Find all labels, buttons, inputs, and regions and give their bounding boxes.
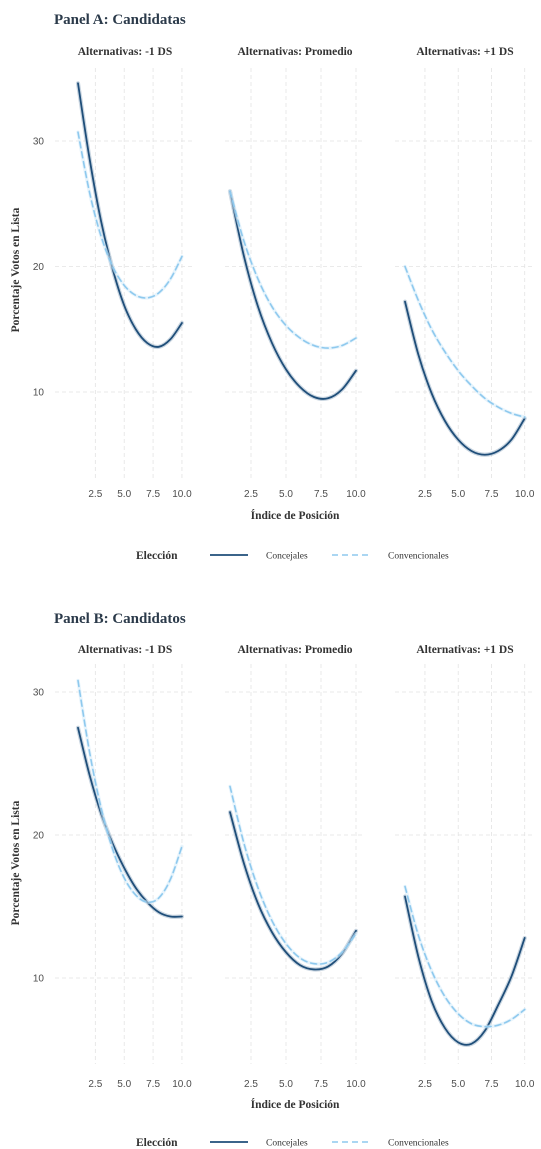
x-tick-label: 5.0 <box>279 489 293 500</box>
x-tick-label: 7.5 <box>484 1079 498 1090</box>
series-line-concejales <box>404 300 526 456</box>
x-tick-label: 5.0 <box>451 1079 465 1090</box>
facet-title: Alternativas: -1 DS <box>78 46 173 58</box>
y-tick-label: 10 <box>33 974 45 985</box>
series-line-concejales <box>77 726 183 918</box>
x-tick-label: 10.0 <box>515 1079 535 1090</box>
facet-title: Alternativas: -1 DS <box>78 644 173 656</box>
facet-1: Alternativas: -1 DS 2.5 5.0 7.5 10.0 <box>55 644 195 1090</box>
y-axis-title: Porcentaje Votos en Lista <box>10 207 22 332</box>
x-tick-label: 10.0 <box>172 489 192 500</box>
series-line-convencionales <box>229 190 357 349</box>
x-tick-label: 10.0 <box>346 1079 366 1090</box>
x-axis-title: Índice de Posición <box>251 508 340 522</box>
series-line-concejales <box>77 82 183 348</box>
series-band-convencionales <box>403 264 527 419</box>
series-line-convencionales <box>77 131 183 299</box>
x-tick-label: 2.5 <box>88 1079 102 1090</box>
x-tick-label: 5.0 <box>117 489 131 500</box>
facet-3: Alternativas: +1 DS 2.5 5.0 7.5 10.0 <box>395 644 535 1090</box>
series-band-convencionales <box>403 884 527 1029</box>
facet-1: Alternativas: -1 DS 2.5 5.0 7.5 10.0 <box>55 46 195 500</box>
x-tick-label: 7.5 <box>314 489 328 500</box>
y-tick-label: 20 <box>33 831 45 842</box>
x-tick-label: 5.0 <box>117 1079 131 1090</box>
x-tick-label: 10.0 <box>172 1079 192 1090</box>
x-tick-label: 10.0 <box>346 489 366 500</box>
y-tick-label: 10 <box>33 388 45 399</box>
legend-title: Elección <box>136 550 178 562</box>
x-tick-label: 7.5 <box>314 1079 328 1090</box>
y-tick-label: 30 <box>33 688 45 699</box>
x-tick-label: 5.0 <box>451 489 465 500</box>
x-axis-title: Índice de Posición <box>251 1097 340 1111</box>
legend: Elección Concejales Convencionales <box>136 1137 449 1149</box>
series-band-concejales <box>227 810 359 972</box>
facet-2: Alternativas: Promedio 2.5 5.0 7.5 10.0 <box>225 644 366 1090</box>
facet-title: Alternativas: +1 DS <box>416 644 513 656</box>
panel-a: Panel A: Candidatas 10 20 30 Alternativas: -… <box>10 12 535 562</box>
facet-title: Alternativas: Promedio <box>237 46 352 58</box>
x-tick-label: 7.5 <box>146 489 160 500</box>
legend-title: Elección <box>136 1137 178 1149</box>
y-axis-title: Porcentaje Votos en Lista <box>10 800 22 925</box>
series-line-convencionales <box>404 265 526 418</box>
facet-3: Alternativas: +1 DS 2.5 5.0 7.5 10.0 <box>395 46 535 500</box>
x-tick-label: 10.0 <box>515 489 535 500</box>
series-band-convencionales <box>76 130 184 300</box>
x-tick-label: 5.0 <box>279 1079 293 1090</box>
x-tick-label: 7.5 <box>146 1079 160 1090</box>
facet-title: Alternativas: Promedio <box>237 644 352 656</box>
y-tick-label: 30 <box>33 137 45 148</box>
x-tick-label: 2.5 <box>244 489 258 500</box>
x-tick-label: 2.5 <box>244 1079 258 1090</box>
panel-b: Panel B: Candidatos 10 20 30 Alternativas: -… <box>10 611 535 1149</box>
x-tick-label: 2.5 <box>418 1079 432 1090</box>
legend-label-convencionales: Convencionales <box>388 552 449 562</box>
x-tick-label: 7.5 <box>484 489 498 500</box>
series-line-convencionales <box>404 885 526 1028</box>
series-line-convencionales <box>229 785 357 965</box>
legend-label-convencionales: Convencionales <box>388 1139 449 1149</box>
series-band-concejales <box>227 189 359 402</box>
legend-label-concejales: Concejales <box>266 1139 308 1149</box>
x-tick-label: 2.5 <box>418 489 432 500</box>
series-line-concejales <box>229 811 357 971</box>
series-line-concejales <box>404 895 526 1046</box>
x-tick-label: 2.5 <box>88 489 102 500</box>
panel-title: Panel A: Candidatas <box>54 12 186 28</box>
legend-label-concejales: Concejales <box>266 552 308 562</box>
y-tick-label: 20 <box>33 262 45 273</box>
panel-title: Panel B: Candidatos <box>54 611 186 627</box>
legend: Elección Concejales Convencionales <box>136 550 449 562</box>
series-line-convencionales <box>77 679 183 904</box>
facet-title: Alternativas: +1 DS <box>416 46 513 58</box>
facet-2: Alternativas: Promedio 2.5 5.0 7.5 10.0 <box>225 46 366 500</box>
series-line-concejales <box>229 190 357 400</box>
